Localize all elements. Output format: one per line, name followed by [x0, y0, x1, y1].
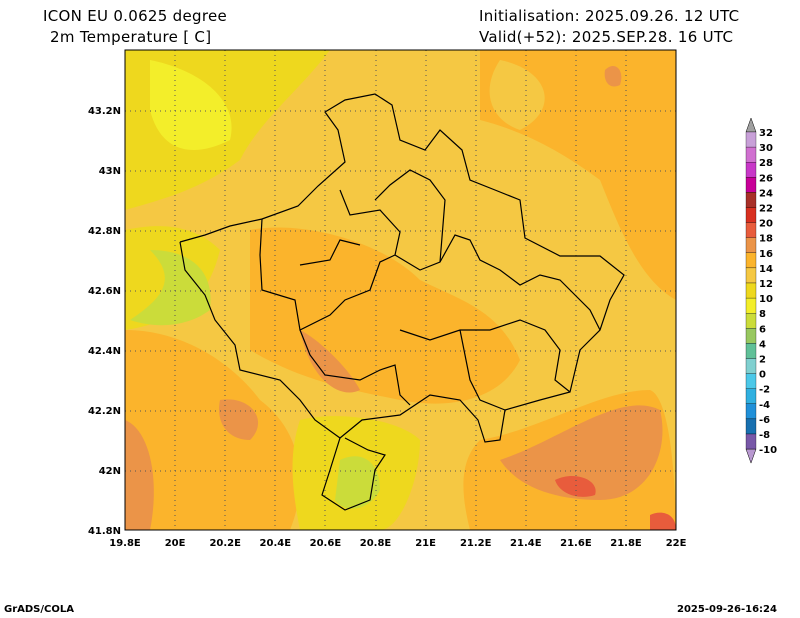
y-tick-label: 42.2N: [88, 406, 121, 417]
variable-title: 2m Temperature [ C]: [50, 28, 212, 46]
y-tick-label: 43N: [99, 166, 121, 177]
x-tick-label: 21.4E: [510, 538, 542, 549]
colorbar-label: 26: [759, 173, 773, 184]
colorbar-swatch: [745, 267, 757, 284]
colorbar-label: 6: [759, 324, 766, 335]
x-tick-label: 20.8E: [360, 538, 392, 549]
colorbar-swatch: [745, 343, 757, 359]
y-tick-label: 42.6N: [88, 286, 121, 297]
colorbar-swatch: [745, 358, 757, 374]
colorbar-swatch: [745, 177, 757, 193]
colorbar-label: 2: [759, 355, 766, 366]
y-axis-labels: 41.8N 42N 42.2N 42.4N 42.6N 42.8N 43N 43.2N: [88, 106, 121, 537]
colorbar-swatch: [745, 207, 757, 223]
x-tick-label: 20E: [165, 538, 186, 549]
x-tick-label: 20.4E: [260, 538, 292, 549]
colorbar-swatch: [745, 252, 757, 269]
colorbar-label: -8: [759, 430, 770, 441]
colorbar-swatch: [745, 373, 757, 389]
colorbar-label: -10: [759, 445, 777, 456]
colorbar-over-triangle: [745, 117, 757, 133]
colorbar-label: 24: [759, 188, 773, 199]
x-tick-label: 21.8E: [610, 538, 642, 549]
colorbar-under-triangle: [745, 448, 757, 464]
colorbar-label: 14: [759, 264, 773, 275]
colorbar-swatch: [745, 388, 757, 404]
colorbar-label: -2: [759, 385, 770, 396]
admin-borders: [179, 93, 625, 511]
colorbar-label: 0: [759, 370, 766, 381]
colorbar-swatch: [745, 418, 757, 435]
colorbar-swatch: [745, 328, 757, 344]
grid-lines: [125, 50, 676, 530]
colorbar-label: 12: [759, 279, 773, 290]
colorbar-label: 28: [759, 158, 773, 169]
x-tick-label: 21.2E: [460, 538, 492, 549]
colorbar-swatch: [745, 297, 757, 314]
colorbar-label: 30: [759, 143, 773, 154]
y-tick-label: 43.2N: [88, 106, 121, 117]
colorbar-label: 4: [759, 339, 766, 350]
colorbar-label: 18: [759, 234, 773, 245]
colorbar-swatch: [745, 146, 757, 163]
colorbar-label: -4: [759, 400, 770, 411]
map-frame: [124, 49, 677, 531]
temperature-field: [125, 50, 676, 530]
y-tick-label: 42.8N: [88, 226, 121, 237]
x-tick-label: 19.8E: [109, 538, 141, 549]
x-tick-label: 21.6E: [560, 538, 592, 549]
colorbar-swatch: [745, 222, 757, 238]
x-tick-label: 20.2E: [209, 538, 241, 549]
init-time: Initialisation: 2025.09.26. 12 UTC: [479, 7, 740, 25]
colorbar-label: -6: [759, 415, 770, 426]
x-axis-labels: 19.8E 20E 20.2E 20.4E 20.6E 20.8E 21E 21.2E 21.4…: [109, 538, 686, 549]
colorbar-swatch: [745, 433, 757, 450]
x-tick-label: 22E: [666, 538, 687, 549]
colorbar-swatch: [745, 313, 757, 329]
y-tick-label: 42.4N: [88, 346, 121, 357]
colorbar-label: 22: [759, 204, 773, 215]
colorbar-swatch: [745, 192, 757, 208]
colorbar-swatch: [745, 237, 757, 253]
x-tick-label: 20.6E: [310, 538, 342, 549]
colorbar-swatch: [745, 162, 757, 178]
y-tick-label: 41.8N: [88, 526, 121, 537]
x-tick-label: 21E: [415, 538, 436, 549]
colorbar-swatch: [745, 403, 757, 420]
footer-left: GrADS/COLA: [4, 604, 74, 615]
colorbar-label: 8: [759, 309, 766, 320]
footer-right: 2025-09-26-16:24: [677, 604, 777, 615]
model-title: ICON EU 0.0625 degree: [43, 7, 228, 25]
valid-time: Valid(+52): 2025.SEP.28. 16 UTC: [479, 28, 734, 46]
colorbar-swatch: [745, 131, 757, 148]
colorbar-label: 10: [759, 294, 773, 305]
y-tick-label: 42N: [99, 466, 121, 477]
colorbar-label: 20: [759, 219, 773, 230]
colorbar-label: 16: [759, 249, 773, 260]
colorbar-swatch: [745, 282, 757, 299]
colorbar-label: 32: [759, 128, 773, 139]
